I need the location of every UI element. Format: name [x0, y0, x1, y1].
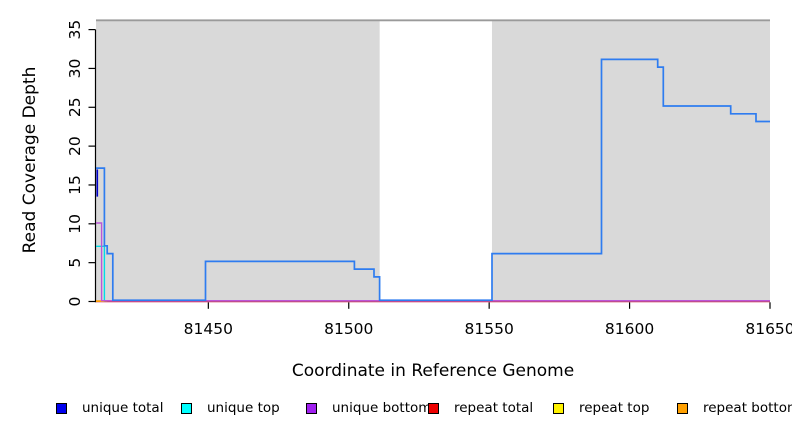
masked-region	[379, 21, 492, 300]
legend-item-repeat-bottom: repeat bottom	[677, 399, 792, 417]
legend-item-unique-top: unique top	[181, 399, 280, 417]
legend-swatch	[553, 402, 564, 414]
legend-label: unique total	[82, 400, 164, 416]
series-unique-total	[96, 58, 770, 302]
x-tick-label: 81600	[605, 320, 654, 338]
legend: unique total unique top unique bottom repea…	[0, 399, 792, 421]
y-tick-label: 10	[66, 214, 84, 234]
y-tick-label: 30	[66, 59, 84, 79]
legend-label: repeat top	[579, 400, 650, 416]
legend-label: repeat total	[454, 400, 534, 416]
legend-swatch	[428, 402, 439, 414]
x-axis-title: Coordinate in Reference Genome	[291, 361, 575, 381]
legend-swatch	[181, 402, 192, 414]
legend-item-repeat-total: repeat total	[428, 399, 533, 417]
y-tick-label: 25	[66, 97, 84, 117]
y-tick-label: 0	[66, 297, 84, 307]
legend-item-unique-total: unique total	[56, 399, 163, 417]
legend-item-repeat-top: repeat top	[553, 399, 649, 417]
y-axis-title: Read Coverage Depth	[20, 66, 40, 254]
legend-swatch	[677, 402, 688, 414]
y-tick-label: 15	[66, 175, 84, 195]
legend-swatch	[306, 402, 317, 414]
legend-label: unique top	[207, 400, 280, 416]
y-tick-label: 35	[66, 20, 84, 40]
y-tick-label: 20	[66, 136, 84, 156]
y-tick-label: 5	[66, 258, 84, 268]
legend-label: repeat bottom	[703, 400, 792, 416]
x-tick-label: 81500	[324, 320, 373, 338]
legend-swatch	[56, 402, 67, 414]
legend-label: unique bottom	[332, 400, 432, 416]
legend-item-unique-bottom: unique bottom	[306, 399, 431, 417]
x-tick-label: 81650	[745, 320, 792, 338]
x-tick-label: 81450	[184, 320, 233, 338]
x-tick-label: 81550	[465, 320, 514, 338]
